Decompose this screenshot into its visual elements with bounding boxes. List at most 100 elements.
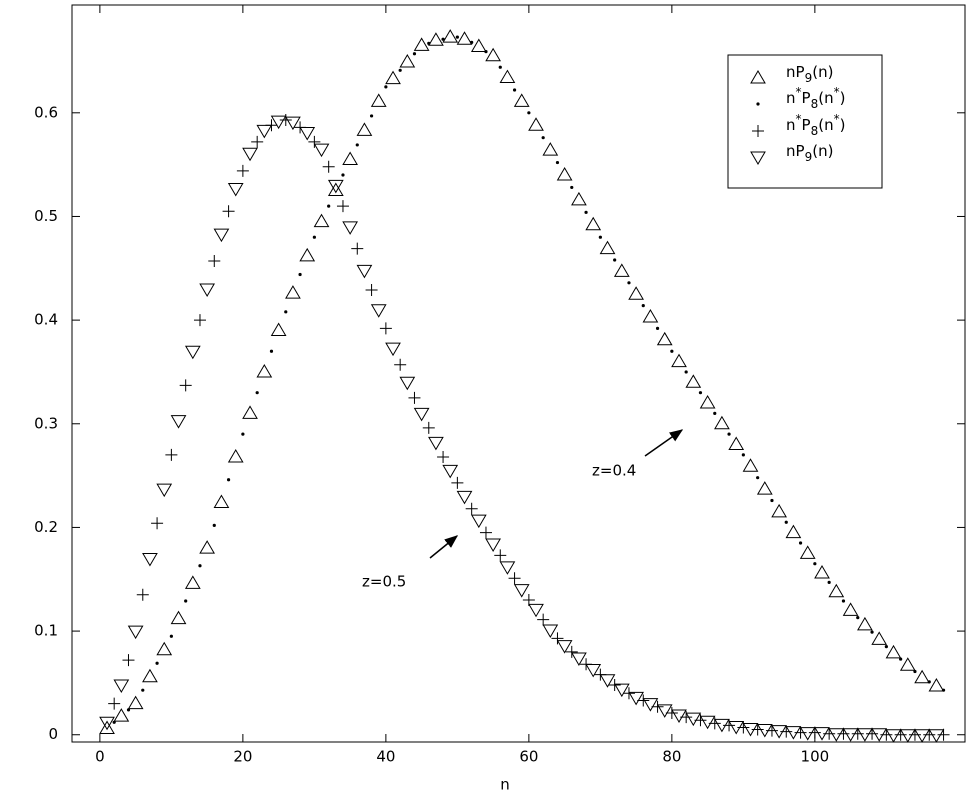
point — [408, 391, 421, 404]
legend-label: n*P8(n*) — [786, 112, 845, 138]
point — [841, 599, 846, 603]
point — [799, 545, 816, 559]
point — [313, 143, 330, 158]
point — [885, 644, 902, 659]
point — [470, 40, 474, 44]
point — [141, 688, 145, 692]
point — [126, 708, 131, 712]
point — [784, 520, 788, 524]
point — [108, 697, 121, 710]
point — [399, 54, 416, 68]
point — [556, 640, 573, 654]
point — [608, 678, 621, 691]
point — [713, 411, 717, 416]
point — [642, 698, 659, 712]
point — [785, 726, 802, 740]
point — [299, 126, 316, 141]
x-tick-label: 40 — [376, 748, 395, 766]
point — [256, 363, 273, 378]
x-tick-label: 100 — [801, 748, 830, 766]
point — [394, 358, 407, 371]
point — [537, 613, 550, 626]
point — [699, 715, 716, 730]
point — [269, 349, 274, 353]
point — [398, 68, 402, 72]
point — [585, 216, 602, 231]
point — [513, 93, 530, 107]
point — [308, 135, 321, 148]
point — [771, 725, 787, 739]
point — [199, 540, 216, 554]
point — [512, 88, 517, 92]
point — [356, 264, 373, 279]
point — [914, 669, 930, 684]
point — [456, 490, 473, 505]
point — [771, 503, 787, 518]
point — [714, 718, 730, 733]
point — [122, 654, 135, 667]
point — [642, 309, 659, 323]
point — [156, 483, 173, 498]
point — [170, 610, 187, 625]
x-tick-label: 0 — [95, 748, 105, 766]
point — [227, 448, 244, 463]
point — [437, 450, 450, 463]
point — [151, 517, 164, 530]
legend-marker — [756, 102, 760, 106]
annotation-arrow — [429, 535, 459, 559]
point — [313, 213, 330, 228]
x-axis-label: n — [500, 776, 510, 794]
point — [184, 599, 188, 603]
point — [565, 645, 578, 658]
point — [585, 663, 602, 678]
point — [208, 255, 221, 268]
point — [541, 136, 545, 140]
y-tick-label: 0.4 — [34, 311, 58, 329]
point — [327, 204, 331, 208]
point — [741, 453, 745, 457]
point — [142, 668, 158, 683]
point — [556, 167, 573, 181]
point — [112, 720, 116, 724]
y-tick-label: 0.5 — [34, 207, 58, 225]
point — [428, 32, 444, 46]
point — [155, 661, 159, 665]
x-tick-label: 80 — [662, 748, 681, 766]
point — [756, 476, 760, 480]
legend-marker — [750, 70, 766, 84]
point — [814, 727, 830, 741]
annotation: z=0.5 — [362, 573, 406, 591]
point — [355, 143, 359, 147]
point — [385, 70, 401, 85]
point — [899, 729, 916, 743]
point — [857, 616, 873, 631]
point — [413, 407, 430, 422]
point — [828, 728, 845, 742]
point — [342, 151, 358, 165]
point — [641, 304, 645, 308]
point — [212, 523, 216, 527]
point — [808, 726, 821, 739]
point — [226, 478, 231, 482]
point — [665, 706, 678, 719]
y-tick-label: 0.1 — [34, 622, 58, 640]
point — [170, 415, 187, 429]
point — [327, 179, 344, 194]
y-tick-label: 0.3 — [34, 414, 58, 432]
point — [628, 691, 644, 706]
legend-marker — [752, 125, 764, 137]
x-tick-label: 20 — [233, 748, 252, 766]
point — [941, 688, 946, 692]
point — [427, 41, 431, 45]
point — [384, 85, 388, 89]
point — [928, 729, 945, 743]
point — [322, 160, 335, 173]
point — [184, 345, 201, 360]
point — [699, 395, 716, 409]
point — [571, 652, 587, 667]
point — [742, 458, 759, 472]
point — [365, 284, 378, 297]
point — [851, 727, 864, 740]
point — [756, 481, 773, 495]
point — [499, 69, 516, 84]
